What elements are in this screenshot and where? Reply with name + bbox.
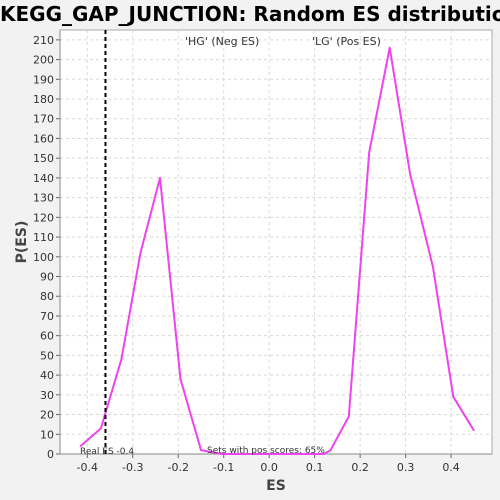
- y-axis-label: P(ES): [14, 221, 30, 264]
- data-point: [120, 358, 123, 361]
- x-tick-label: 0.1: [306, 461, 324, 474]
- y-tick-label: 180: [33, 93, 54, 106]
- pos-scores-label: Sets with pos scores: 65%: [207, 446, 325, 456]
- data-point: [347, 415, 350, 418]
- data-point: [452, 396, 455, 398]
- x-tick-label: -0.4: [77, 461, 98, 474]
- axes: 0 10 20 30 40 50 60 70 80 90 100 110 120 130 140 150 160…: [33, 30, 492, 474]
- data-point: [388, 46, 391, 49]
- y-tick-label: 130: [33, 192, 54, 205]
- y-tick-label: 30: [40, 389, 54, 402]
- data-point: [302, 453, 305, 455]
- y-tick-label: 10: [40, 428, 54, 441]
- y-tick-label: 110: [33, 231, 54, 244]
- pos-es-label: 'LG' (Pos ES): [312, 35, 381, 48]
- data-point: [220, 453, 223, 455]
- data-point: [241, 453, 243, 455]
- real-es-label: Real ES -0.4: [80, 447, 134, 457]
- y-tick-label: 150: [33, 152, 54, 165]
- chart-title: KEGG_GAP_JUNCTION: Random ES distributio…: [0, 2, 500, 26]
- x-tick-label: -0.2: [167, 461, 188, 474]
- data-point: [139, 252, 142, 254]
- data-point: [322, 453, 325, 455]
- data-point: [432, 265, 434, 268]
- y-tick-label: 50: [40, 349, 54, 362]
- data-point: [368, 151, 371, 154]
- y-tick-label: 140: [33, 172, 54, 185]
- y-tick-label: 60: [40, 330, 54, 343]
- x-tick-label: 0.4: [442, 461, 460, 474]
- data-point: [179, 378, 182, 380]
- data-point: [409, 173, 411, 175]
- y-tick-label: 70: [40, 310, 54, 323]
- x-tick-label: -0.3: [122, 461, 143, 474]
- data-point: [79, 445, 82, 447]
- x-tick-label: 0.2: [351, 461, 369, 474]
- grid: [60, 30, 492, 454]
- data-point: [473, 429, 475, 432]
- y-tick-label: 160: [33, 132, 54, 145]
- y-tick-label: 200: [33, 54, 54, 67]
- series-layer: [79, 46, 475, 455]
- data-point: [329, 449, 332, 451]
- data-point: [100, 427, 102, 430]
- y-tick-label: 20: [40, 409, 54, 422]
- data-point: [282, 453, 284, 455]
- y-tick-label: 100: [33, 251, 54, 264]
- y-tick-label: 190: [33, 73, 54, 86]
- y-tick-label: 210: [33, 34, 54, 47]
- x-axis-label: ES: [266, 478, 286, 494]
- data-point: [261, 453, 264, 455]
- data-point: [159, 177, 161, 179]
- y-tick-label: 90: [40, 271, 54, 284]
- x-tick-label: -0.1: [213, 461, 234, 474]
- y-tick-label: 120: [33, 211, 54, 224]
- x-tick-label: 0.0: [260, 461, 278, 474]
- y-tick-label: 40: [40, 369, 54, 382]
- y-tick-label: 170: [33, 113, 54, 126]
- annotations: 'HG' (Neg ES) 'LG' (Pos ES) Real ES -0.4…: [80, 30, 381, 457]
- plot-area: [59, 29, 493, 455]
- data-point: [200, 449, 202, 451]
- x-tick-label: 0.3: [397, 461, 415, 474]
- neg-es-label: 'HG' (Neg ES): [185, 35, 259, 48]
- y-tick-label: 0: [47, 448, 54, 461]
- y-tick-label: 80: [40, 290, 54, 303]
